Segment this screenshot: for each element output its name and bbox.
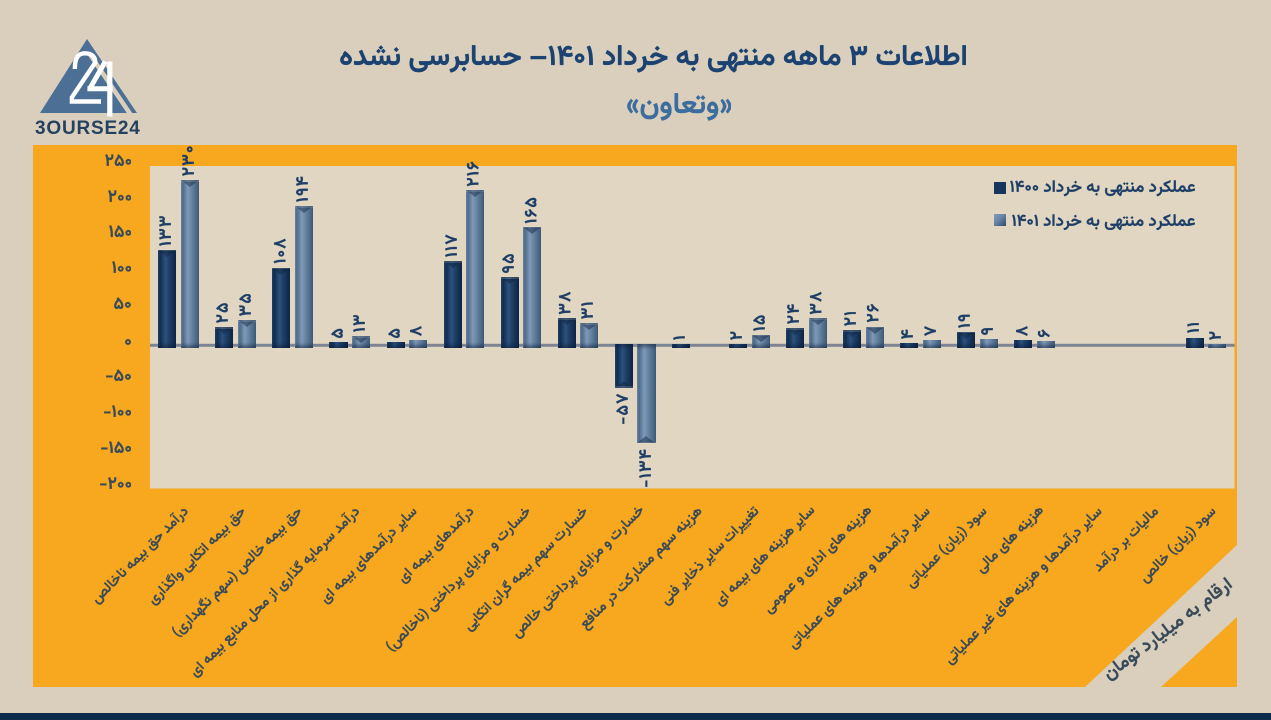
svg-text:3OURSE24: 3OURSE24	[35, 118, 141, 139]
